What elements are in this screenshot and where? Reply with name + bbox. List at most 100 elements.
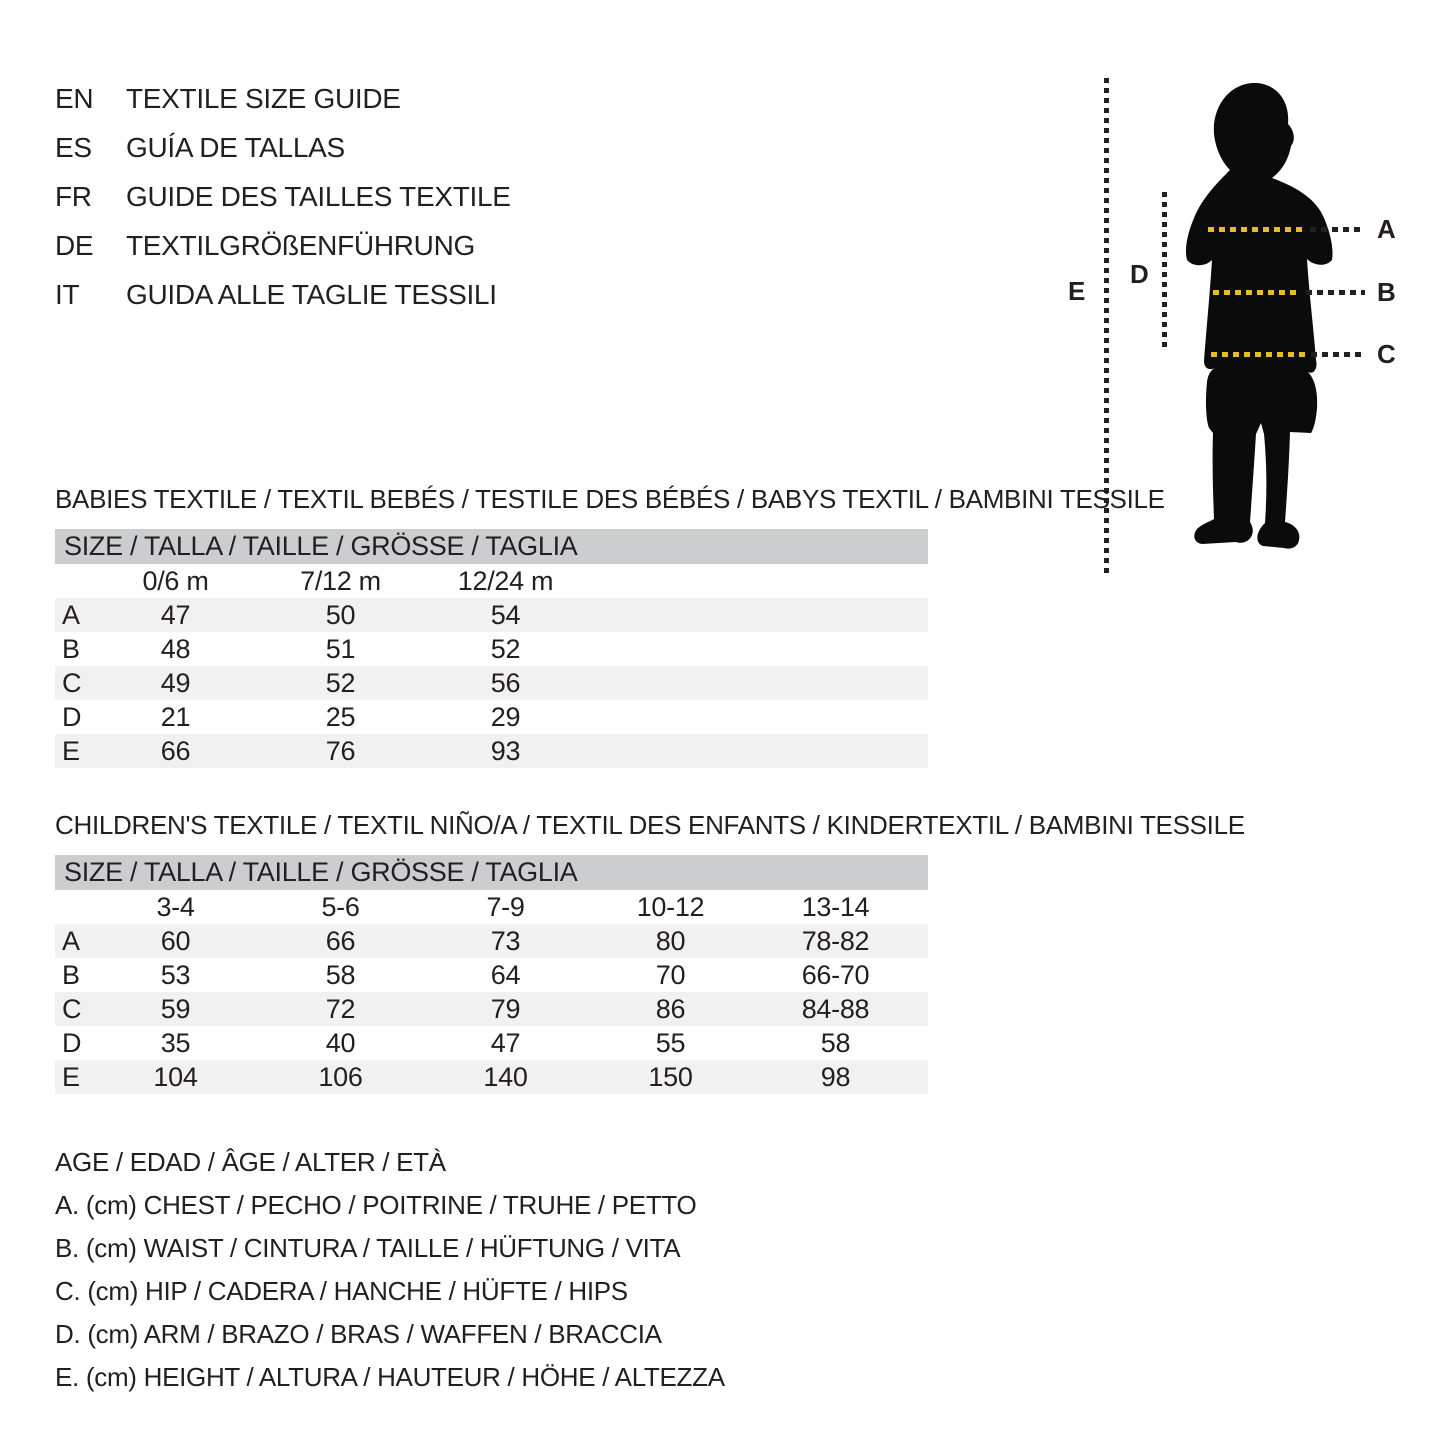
child-silhouette-path [1185,82,1333,549]
language-row: FR GUIDE DES TAILLES TEXTILE [55,172,511,221]
table-cell: 64 [490,960,521,990]
table-cell: 49 [160,668,191,698]
child-silhouette-icon [1185,82,1333,549]
babies-column-header-row: 0/6 m 7/12 m 12/24 m [55,564,928,598]
filler-cell [918,1060,928,1094]
empty-corner-cell [55,564,93,598]
table-cell: 98 [820,1062,851,1092]
table-cell: 52 [490,634,521,664]
row-label: A [62,600,80,630]
measure-line-c-yellow [1211,352,1306,357]
language-title: TEXTILE SIZE GUIDE [126,83,401,114]
language-code: DE [55,230,94,261]
table-row: A 47 50 54 [55,598,928,632]
column-header: 12/24 m [457,566,554,596]
table-cell: 66-70 [801,960,870,990]
table-cell: 150 [648,1062,693,1092]
table-row: C 59 72 79 86 84-88 [55,992,928,1026]
table-cell: 106 [318,1062,363,1092]
table-cell: 52 [325,668,356,698]
marker-label-b: B [1377,277,1396,307]
column-header: 7-9 [486,892,525,922]
language-title: GUIDA ALLE TAGLIE TESSILI [126,279,497,310]
babies-section-title: BABIES TEXTILE / TEXTIL BEBÉS / TESTILE … [55,484,1165,514]
column-header: 7/12 m [300,566,381,596]
language-title: GUÍA DE TALLAS [126,132,345,163]
measure-line-c-dark [1311,352,1365,357]
filler-cell [588,598,928,632]
language-row: DE TEXTILGRÖßENFÜHRUNG [55,221,511,270]
table-cell: 73 [490,926,521,956]
table-cell: 58 [325,960,356,990]
language-title: TEXTILGRÖßENFÜHRUNG [126,230,475,261]
row-label: C [62,994,82,1024]
table-cell: 29 [490,702,521,732]
table-cell: 35 [160,1028,191,1058]
measure-line-d [1162,192,1167,350]
table-row: B 48 51 52 [55,632,928,666]
legend-line-hip: C. (cm) HIP / CADERA / HANCHE / HÜFTE / … [55,1276,628,1306]
language-code: ES [55,132,92,163]
children-size-table: SIZE / TALLA / TAILLE / GRÖSSE / TAGLIA … [55,855,928,1094]
row-label: D [62,1028,82,1058]
language-code: FR [55,181,92,212]
table-row: A 60 66 73 80 78-82 [55,924,928,958]
table-cell: 55 [655,1028,686,1058]
table-cell: 40 [325,1028,356,1058]
table-row: E 66 76 93 [55,734,928,768]
column-header: 3-4 [156,892,195,922]
table-cell: 21 [160,702,191,732]
row-label: C [62,668,82,698]
row-label: E [62,1062,80,1092]
children-section-title: CHILDREN'S TEXTILE / TEXTIL NIÑO/A / TEX… [55,810,1245,840]
row-label: B [62,960,80,990]
filler-cell [918,890,928,924]
marker-label-c: C [1377,339,1396,369]
table-cell: 80 [655,926,686,956]
table-cell: 140 [483,1062,528,1092]
row-label: D [62,702,82,732]
column-header: 10-12 [636,892,705,922]
table-cell: 47 [490,1028,521,1058]
table-row: C 49 52 56 [55,666,928,700]
table-cell: 79 [490,994,521,1024]
column-header: 0/6 m [142,566,209,596]
table-cell: 78-82 [801,926,870,956]
column-header: 13-14 [801,892,870,922]
table-cell: 72 [325,994,356,1024]
table-cell: 59 [160,994,191,1024]
row-label: E [62,736,80,766]
babies-size-table: SIZE / TALLA / TAILLE / GRÖSSE / TAGLIA … [55,529,928,768]
filler-cell [918,924,928,958]
babies-size-header-label: SIZE / TALLA / TAILLE / GRÖSSE / TAGLIA [64,531,578,561]
row-label: A [62,926,80,956]
measurement-legend: AGE / EDAD / ÂGE / ALTER / ETÀ A. (cm) C… [55,1141,725,1399]
empty-corner-cell [55,890,93,924]
babies-table-header-bar: SIZE / TALLA / TAILLE / GRÖSSE / TAGLIA [55,529,928,564]
children-column-header-row: 3-4 5-6 7-9 10-12 13-14 [55,890,928,924]
filler-cell [918,958,928,992]
legend-line-age: AGE / EDAD / ÂGE / ALTER / ETÀ [55,1147,446,1177]
language-title-block: EN TEXTILE SIZE GUIDE ES GUÍA DE TALLAS … [55,74,511,319]
table-cell: 60 [160,926,191,956]
children-table-header-bar: SIZE / TALLA / TAILLE / GRÖSSE / TAGLIA [55,855,928,890]
children-size-header-label: SIZE / TALLA / TAILLE / GRÖSSE / TAGLIA [64,857,578,887]
filler-cell [918,1026,928,1060]
table-cell: 51 [325,634,356,664]
marker-label-e: E [1068,276,1086,306]
filler-cell [588,666,928,700]
measure-line-b-dark [1306,290,1365,295]
table-cell: 56 [490,668,521,698]
language-row: ES GUÍA DE TALLAS [55,123,511,172]
language-row: IT GUIDA ALLE TAGLIE TESSILI [55,270,511,319]
language-row: EN TEXTILE SIZE GUIDE [55,74,511,123]
table-cell: 47 [160,600,191,630]
table-cell: 54 [490,600,521,630]
language-code: IT [55,279,80,310]
legend-line-chest: A. (cm) CHEST / PECHO / POITRINE / TRUHE… [55,1190,697,1220]
marker-label-a: A [1377,214,1396,244]
marker-label-d: D [1130,259,1149,289]
table-cell: 25 [325,702,356,732]
table-cell: 86 [655,994,686,1024]
